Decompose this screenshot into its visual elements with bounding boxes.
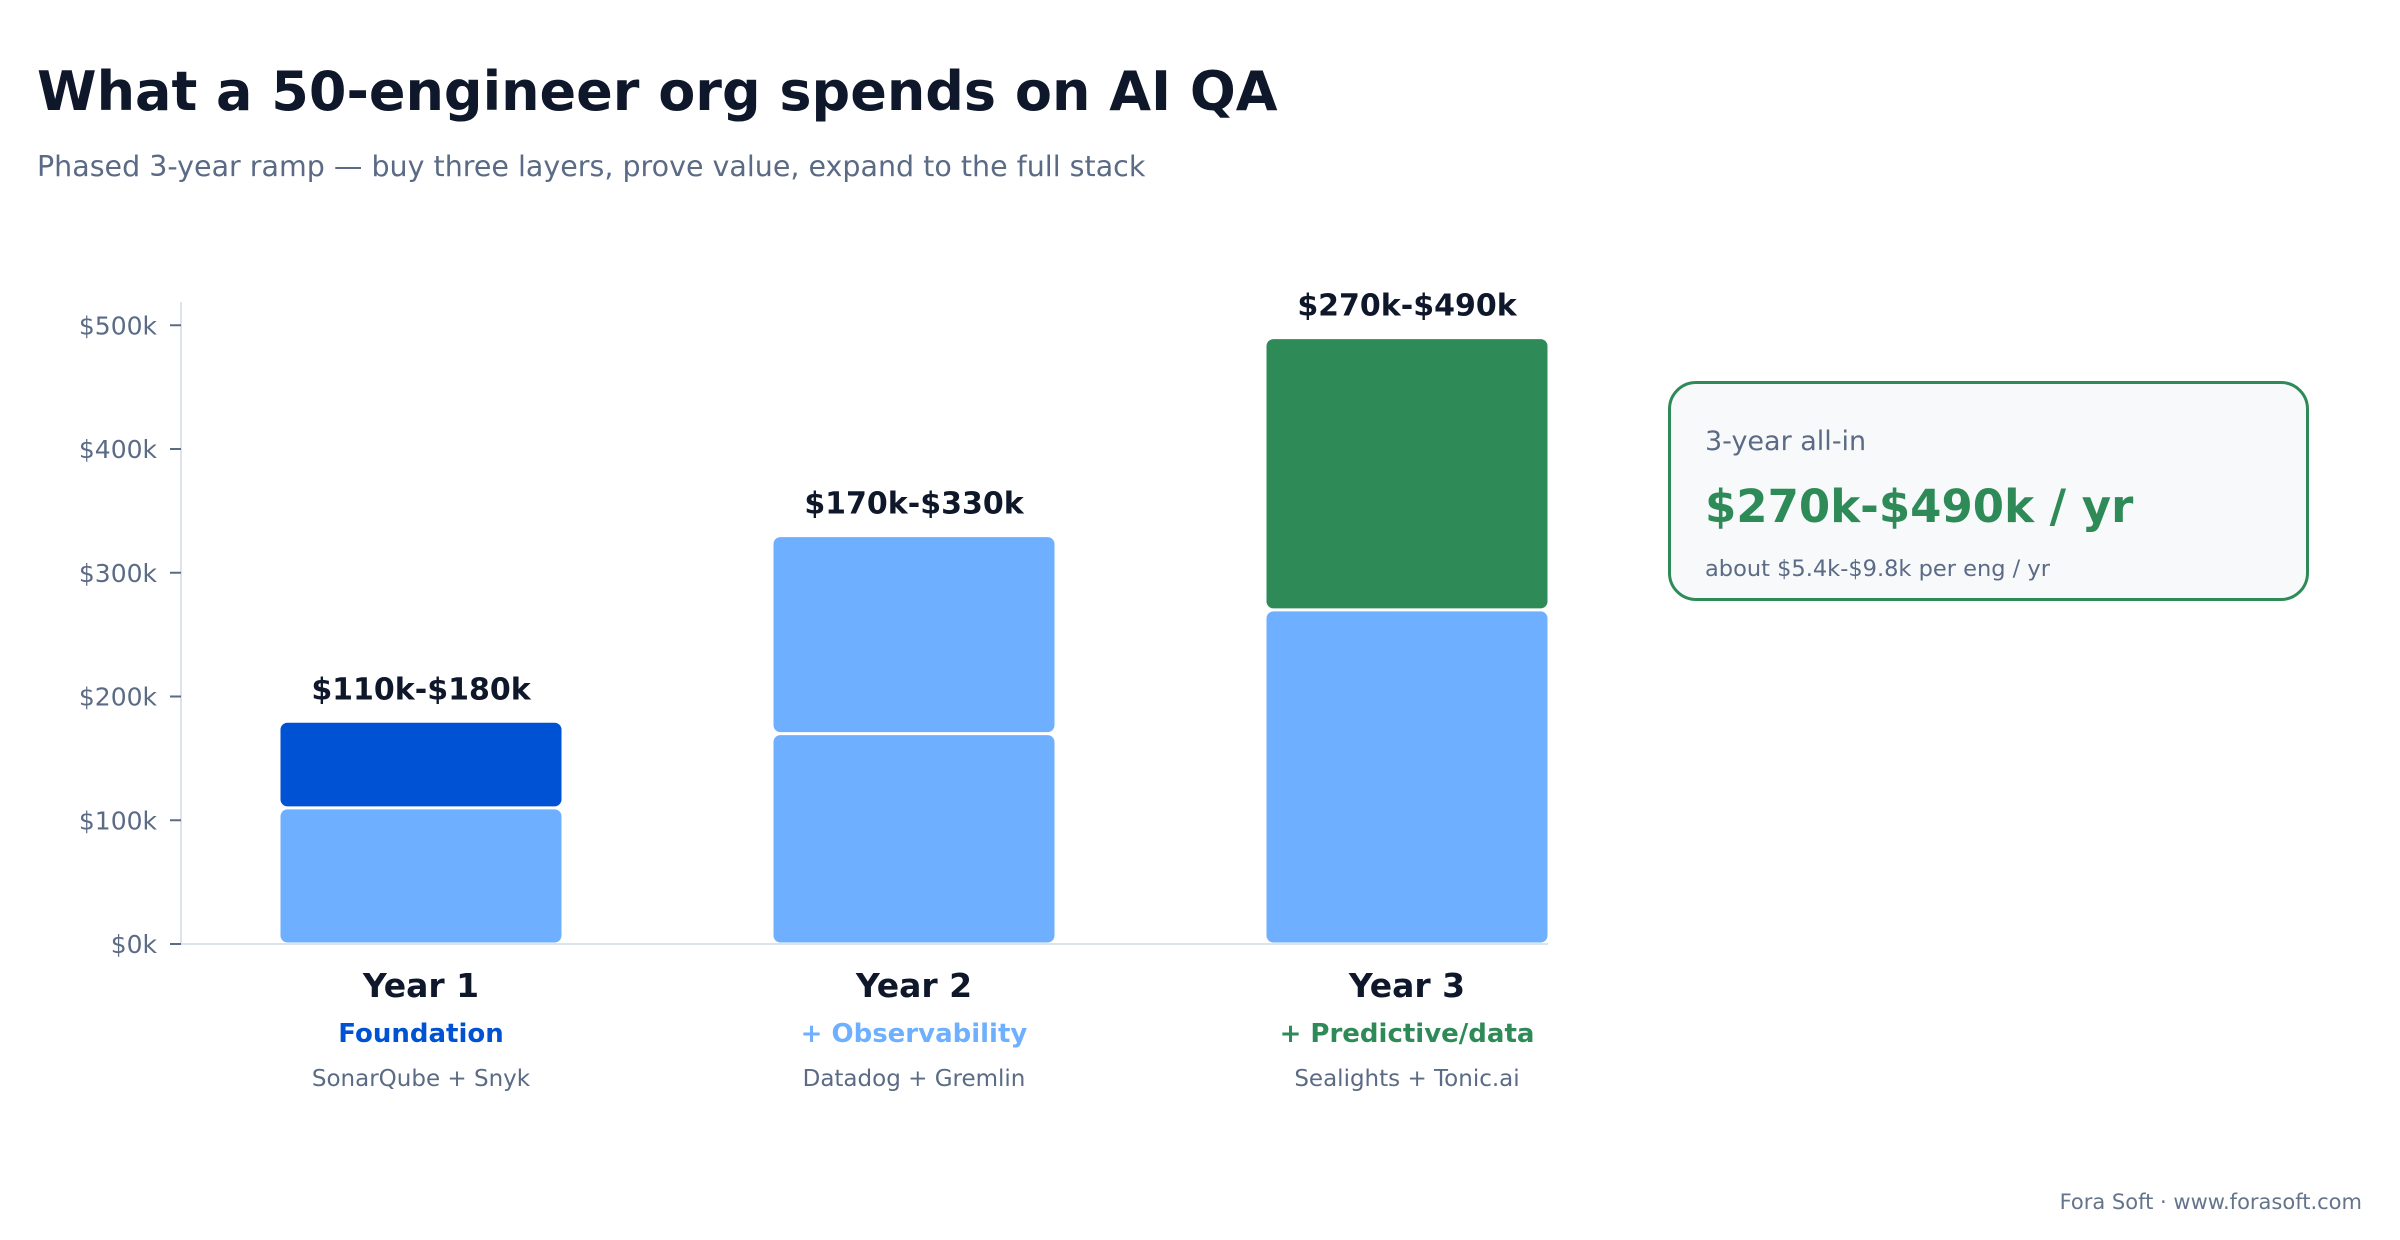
bar-segment bbox=[280, 722, 562, 807]
x-tools-label: SonarQube + Snyk bbox=[312, 1066, 531, 1092]
chart-subtitle: Phased 3-year ramp — buy three layers, p… bbox=[37, 150, 1146, 183]
chart-title: What a 50-engineer org spends on AI QA bbox=[37, 60, 1278, 123]
x-phase-label: + Observability bbox=[801, 1019, 1028, 1049]
bar-segment bbox=[773, 537, 1055, 733]
y-tick-label: $200k bbox=[79, 683, 158, 712]
bar-segment bbox=[280, 809, 562, 943]
x-category-label: Year 2 bbox=[855, 966, 972, 1005]
y-tick-label: $400k bbox=[79, 435, 158, 464]
y-tick-label: $500k bbox=[79, 311, 158, 340]
x-phase-label: + Predictive/data bbox=[1280, 1019, 1535, 1049]
x-phase-label: Foundation bbox=[338, 1019, 503, 1049]
x-category-label: Year 1 bbox=[362, 966, 479, 1005]
x-category-label: Year 3 bbox=[1348, 966, 1465, 1005]
bar-total-label: $110k-$180k bbox=[311, 672, 531, 707]
callout-note: about $5.4k-$9.8k per eng / yr bbox=[1705, 556, 2050, 582]
y-tick-label: $100k bbox=[79, 806, 158, 835]
bar-segment bbox=[1266, 611, 1548, 943]
total-callout-card: 3-year all-in $270k-$490k / yr about $5.… bbox=[1668, 381, 2309, 601]
callout-value: $270k-$490k / yr bbox=[1705, 480, 2134, 533]
bar-total-label: $170k-$330k bbox=[804, 487, 1024, 522]
x-tools-label: Datadog + Gremlin bbox=[803, 1066, 1026, 1092]
bar-segment bbox=[1266, 339, 1548, 609]
y-tick-label: $300k bbox=[79, 559, 158, 588]
footer-credit: Fora Soft · www.forasoft.com bbox=[2059, 1190, 2362, 1214]
bar-segment bbox=[773, 735, 1055, 943]
bar-total-label: $270k-$490k bbox=[1297, 289, 1517, 324]
callout-label: 3-year all-in bbox=[1705, 426, 1867, 457]
y-tick-label: $0k bbox=[111, 930, 158, 959]
x-tools-label: Sealights + Tonic.ai bbox=[1294, 1066, 1519, 1092]
